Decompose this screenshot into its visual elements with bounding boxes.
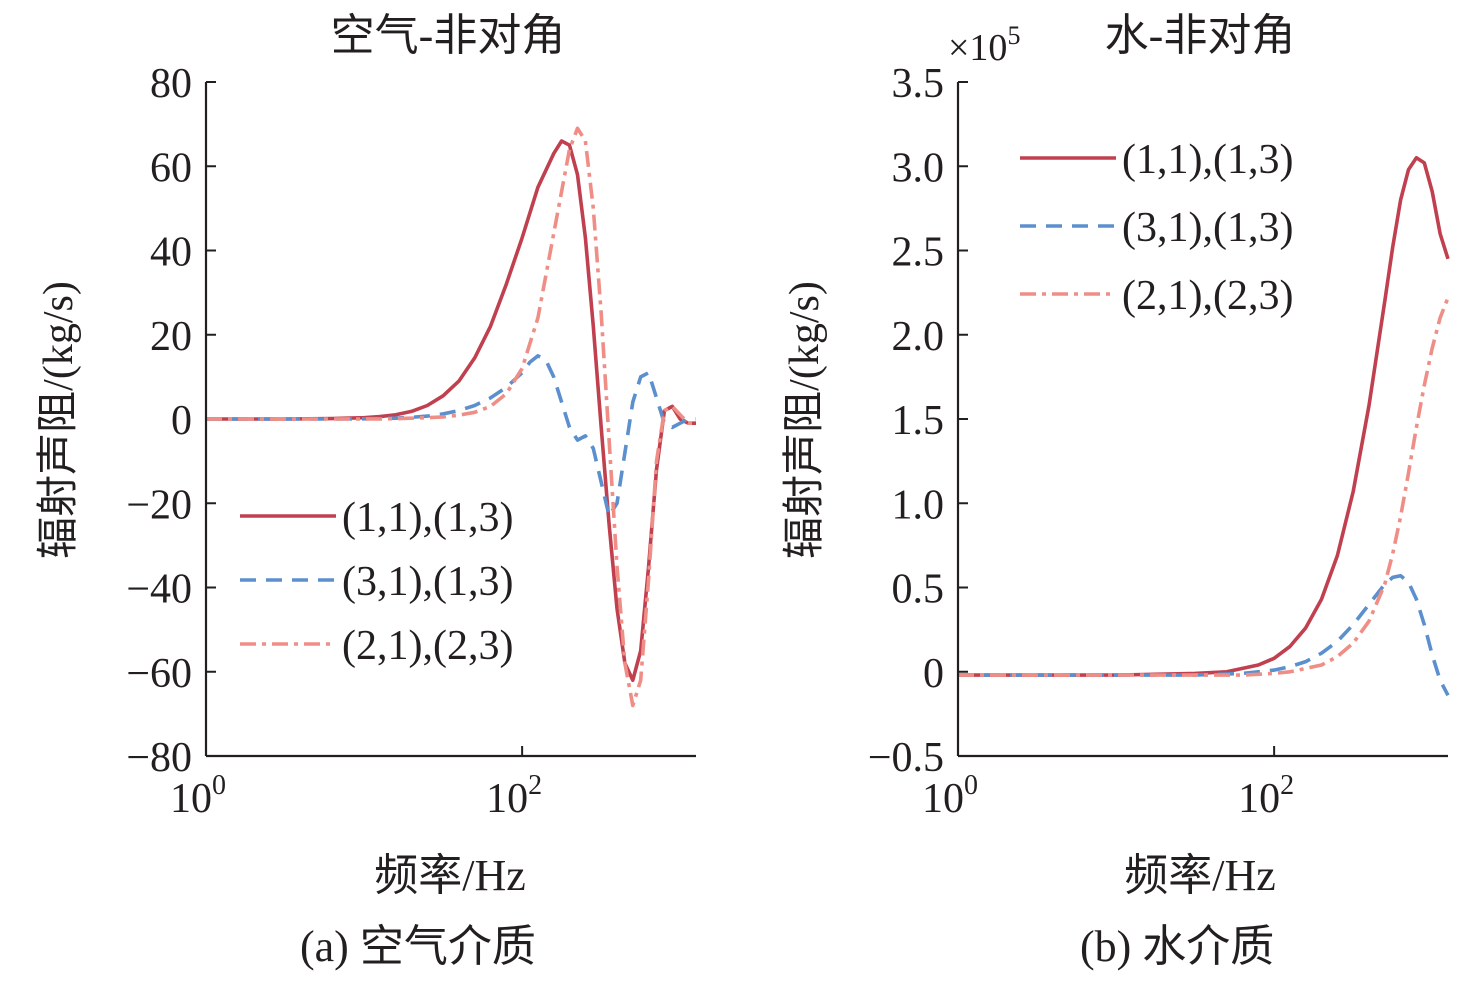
y-multiplier-exponent: 5 — [1007, 21, 1020, 50]
chart-water-offdiagonal: ×105 水-非对角 辐射声阻/(kg/s) 频率/Hz 3.5 3.0 2.5 2.… — [782, 11, 1450, 900]
legend-label: (1,1),(1,3) — [1122, 137, 1293, 183]
x-ticks: 100 102 — [170, 746, 542, 822]
y-tick-label: 2.0 — [892, 314, 945, 360]
y-tick-label: 1.5 — [892, 398, 945, 444]
y-multiplier: ×105 — [948, 21, 1020, 69]
legend-label: (1,1),(1,3) — [342, 495, 513, 541]
y-tick-label: 1.0 — [892, 482, 945, 528]
legend: (1,1),(1,3) (3,1),(1,3) (2,1),(2,3) — [240, 495, 513, 669]
y-ticks: 3.5 3.0 2.5 2.0 1.5 1.0 0.5 0 −0.5 — [868, 61, 968, 781]
legend-label: (2,1),(2,3) — [342, 623, 513, 669]
y-tick-label: 3.5 — [892, 61, 945, 107]
y-axis-label-wrap: 辐射声阻/(kg/s) — [782, 281, 828, 559]
y-tick-label: 0 — [923, 651, 944, 697]
y-ticks: 80 60 40 20 0 −20 −40 −60 −80 — [126, 61, 216, 781]
legend-label: (3,1),(1,3) — [1122, 205, 1293, 251]
y-multiplier-base: ×10 — [948, 27, 1007, 69]
y-axis-label-wrap: 辐射声阻/(kg/s) — [36, 281, 82, 559]
series-line-3 — [206, 126, 696, 708]
chart-title: 水-非对角 — [1105, 11, 1296, 60]
y-tick-label: 80 — [150, 61, 192, 107]
plot-area — [206, 126, 696, 708]
x-ticks: 100 102 — [922, 746, 1294, 822]
y-axis-label: 辐射声阻/(kg/s) — [782, 281, 828, 559]
x-tick-label: 102 — [1238, 770, 1294, 822]
x-tick-label: 100 — [170, 770, 226, 822]
y-tick-label: 0 — [171, 398, 192, 444]
plot-area — [958, 156, 1450, 697]
y-tick-label: 60 — [150, 145, 192, 191]
x-axis-label: 频率/Hz — [374, 851, 526, 900]
y-tick-label: −60 — [126, 651, 192, 697]
x-tick-label: 100 — [922, 770, 978, 822]
series-line-3 — [958, 297, 1450, 677]
y-tick-label: −20 — [126, 482, 192, 528]
legend-label: (2,1),(2,3) — [1122, 273, 1293, 319]
x-axis-label: 频率/Hz — [1124, 851, 1276, 900]
axes — [204, 82, 696, 758]
series-line-2 — [958, 573, 1450, 697]
axes — [956, 82, 1448, 758]
legend-label: (3,1),(1,3) — [342, 559, 513, 605]
y-tick-label: 40 — [150, 230, 192, 276]
caption-air: (a) 空气介质 — [300, 922, 536, 971]
x-tick-label: 102 — [486, 770, 542, 822]
y-tick-label: −80 — [126, 735, 192, 781]
y-tick-label: −40 — [126, 567, 192, 613]
y-tick-label: 2.5 — [892, 230, 945, 276]
caption-water: (b) 水介质 — [1080, 922, 1275, 971]
y-axis-label: 辐射声阻/(kg/s) — [36, 281, 82, 559]
legend: (1,1),(1,3) (3,1),(1,3) (2,1),(2,3) — [1020, 137, 1293, 319]
series-line-1 — [958, 156, 1450, 677]
y-tick-label: 3.0 — [892, 145, 945, 191]
series-line-2 — [206, 354, 696, 518]
y-tick-label: −0.5 — [868, 735, 944, 781]
chart-title: 空气-非对角 — [331, 11, 566, 60]
y-tick-label: 0.5 — [892, 567, 945, 613]
chart-air-offdiagonal: 空气-非对角 辐射声阻/(kg/s) 频率/Hz 80 60 40 20 0 −20 −40… — [36, 11, 696, 900]
y-tick-label: 20 — [150, 314, 192, 360]
